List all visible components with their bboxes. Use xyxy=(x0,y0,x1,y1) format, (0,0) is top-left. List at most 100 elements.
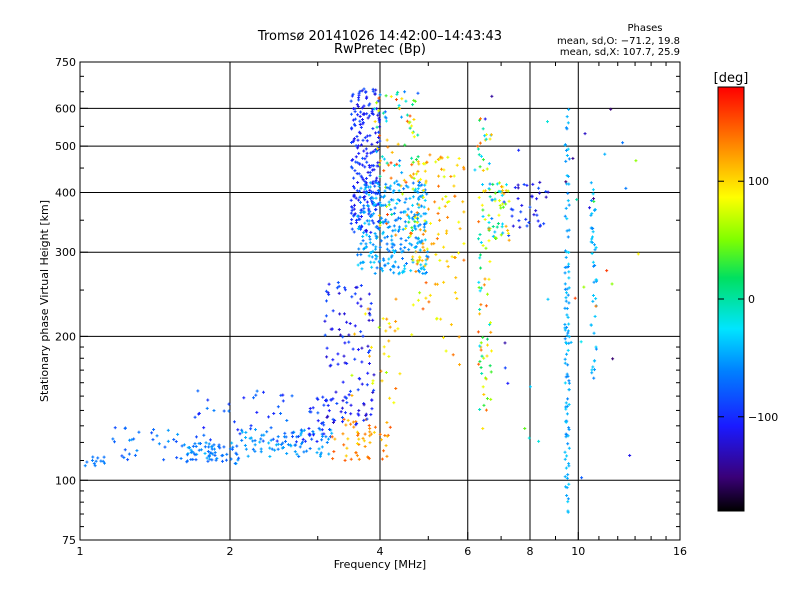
data-point xyxy=(436,237,438,241)
data-point xyxy=(373,164,375,168)
data-point xyxy=(377,192,379,196)
data-point xyxy=(398,227,400,231)
x-tick-label: 4 xyxy=(377,545,384,558)
data-point xyxy=(368,311,370,315)
data-point xyxy=(434,282,436,286)
data-point xyxy=(332,309,334,313)
data-point xyxy=(304,439,306,443)
data-point xyxy=(484,217,486,221)
data-point xyxy=(221,459,223,463)
data-point xyxy=(372,243,374,247)
data-point xyxy=(412,181,414,185)
data-point xyxy=(545,190,547,194)
data-point xyxy=(308,432,310,436)
data-point xyxy=(384,110,386,114)
colorbar-tick-label: 0 xyxy=(748,293,755,306)
data-point xyxy=(359,200,361,204)
data-point xyxy=(564,322,566,326)
data-point xyxy=(507,189,509,193)
data-point xyxy=(360,211,362,215)
data-point xyxy=(567,174,569,178)
data-point xyxy=(412,303,414,307)
data-point xyxy=(539,180,541,184)
data-point xyxy=(566,334,568,338)
data-point xyxy=(445,231,447,235)
data-point xyxy=(354,292,356,296)
data-point xyxy=(424,264,426,268)
data-point xyxy=(482,168,484,172)
data-point xyxy=(328,452,330,456)
data-point xyxy=(489,182,491,186)
data-point xyxy=(377,161,379,165)
data-point xyxy=(419,291,421,295)
data-point xyxy=(489,323,491,327)
data-point xyxy=(404,143,406,147)
data-point xyxy=(277,447,279,451)
data-point xyxy=(393,189,395,193)
data-point xyxy=(362,112,364,116)
data-point xyxy=(399,271,401,275)
data-point xyxy=(357,348,359,352)
data-point xyxy=(254,449,256,453)
chart-title-line1: Tromsø 20141026 14:42:00–14:43:43 xyxy=(257,29,502,44)
data-point xyxy=(417,190,419,194)
data-point xyxy=(379,432,381,436)
data-point xyxy=(206,406,208,410)
data-point xyxy=(482,183,484,187)
data-point xyxy=(375,225,377,229)
data-point xyxy=(328,409,330,413)
data-point xyxy=(595,304,597,308)
data-point xyxy=(593,376,595,380)
data-point xyxy=(351,166,353,170)
data-point xyxy=(359,195,361,199)
data-point xyxy=(254,443,256,447)
x-tick-label: 8 xyxy=(527,545,534,558)
data-point xyxy=(402,257,404,261)
data-point xyxy=(309,407,311,411)
data-point xyxy=(445,195,447,199)
data-point xyxy=(355,160,357,164)
data-point xyxy=(566,287,568,291)
data-point xyxy=(501,185,503,189)
data-point xyxy=(491,198,493,202)
data-point xyxy=(380,220,382,224)
data-point xyxy=(351,141,353,145)
data-point xyxy=(362,235,364,239)
data-point xyxy=(351,205,353,209)
data-point xyxy=(568,301,570,305)
data-point xyxy=(378,325,380,329)
data-point xyxy=(386,317,388,321)
data-point xyxy=(378,130,380,134)
data-point xyxy=(431,242,433,246)
data-point xyxy=(208,445,210,449)
data-point xyxy=(323,432,325,436)
data-point xyxy=(349,322,351,326)
data-point xyxy=(374,425,376,429)
data-point xyxy=(489,137,491,141)
data-point xyxy=(408,236,410,240)
data-point xyxy=(337,352,339,356)
data-point xyxy=(301,442,303,446)
data-point xyxy=(593,197,595,201)
data-point xyxy=(361,346,363,350)
data-point xyxy=(593,199,595,203)
data-point xyxy=(440,167,442,171)
data-point xyxy=(296,435,298,439)
data-point xyxy=(591,252,593,256)
data-point xyxy=(378,184,380,188)
data-point xyxy=(494,191,496,195)
data-point xyxy=(355,420,357,424)
data-point xyxy=(434,200,436,204)
data-point xyxy=(376,255,378,259)
data-point xyxy=(365,147,367,151)
data-point xyxy=(413,98,415,102)
data-point xyxy=(284,431,286,435)
data-point xyxy=(386,247,388,251)
data-point xyxy=(437,211,439,215)
phases-o-stats: mean, sd,O: −71.2, 19.8 xyxy=(557,36,680,47)
data-point xyxy=(339,312,341,316)
data-point xyxy=(368,235,370,239)
data-point xyxy=(350,222,352,226)
y-tick-label: 100 xyxy=(55,474,76,487)
data-point xyxy=(439,258,441,262)
